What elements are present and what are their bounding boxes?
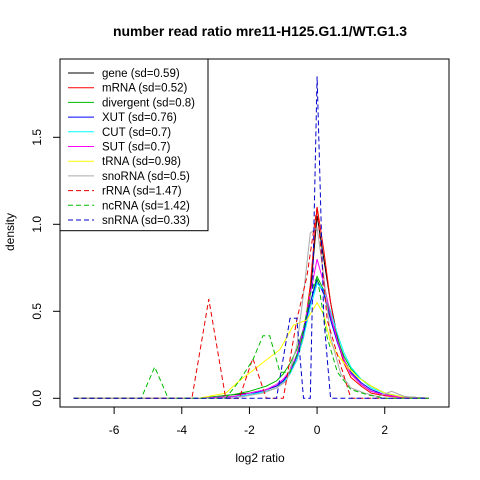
plot-frame [59,58,450,408]
x-tick-label-4: 2 [381,423,388,437]
y-tick-label-2: 1.0 [30,216,44,233]
legend-label-7: snoRNA (sd=0.5) [102,171,190,183]
series-line-6 [73,301,429,399]
legend-label-3: XUT (sd=0.76) [102,112,177,124]
legend-label-5: SUT (sd=0.7) [102,142,171,154]
x-tick-label-0: -6 [109,423,120,437]
legend-label-4: CUT (sd=0.7) [102,127,171,139]
y-tick-label-1: 0.5 [30,303,44,320]
x-axis-label: log2 ratio [235,451,285,465]
legend-label-9: ncRNA (sd=1.42) [102,200,190,212]
series-line-8 [73,206,429,399]
series-lines [73,76,429,399]
y-tick-label-3: 1.5 [30,129,44,146]
legend-label-2: divergent (sd=0.8) [102,97,195,109]
x-tick-label-1: -4 [176,423,187,437]
y-axis-label: density [3,213,17,251]
legend-label-10: snRNA (sd=0.33) [102,215,190,227]
legend-label-6: tRNA (sd=0.98) [102,156,181,168]
chart-title: number read ratio mre11-H125.G1.1/WT.G1.… [113,23,407,39]
legend-label-8: rRNA (sd=1.47) [102,186,182,198]
series-line-10 [73,76,429,399]
x-tick-label-2: -2 [244,423,255,437]
legend-label-1: mRNA (sd=0.52) [102,83,187,95]
axis-ticks: -6 -4 -2 0 2 0.0 0.5 1.0 1.5 [30,129,388,437]
legend-label-0: gene (sd=0.59) [102,68,180,80]
x-tick-label-3: 0 [314,423,321,437]
legend: gene (sd=0.59) mRNA (sd=0.52) divergent (s… [59,58,209,232]
series-line-7 [73,226,429,399]
y-tick-label-0: 0.0 [30,390,44,407]
